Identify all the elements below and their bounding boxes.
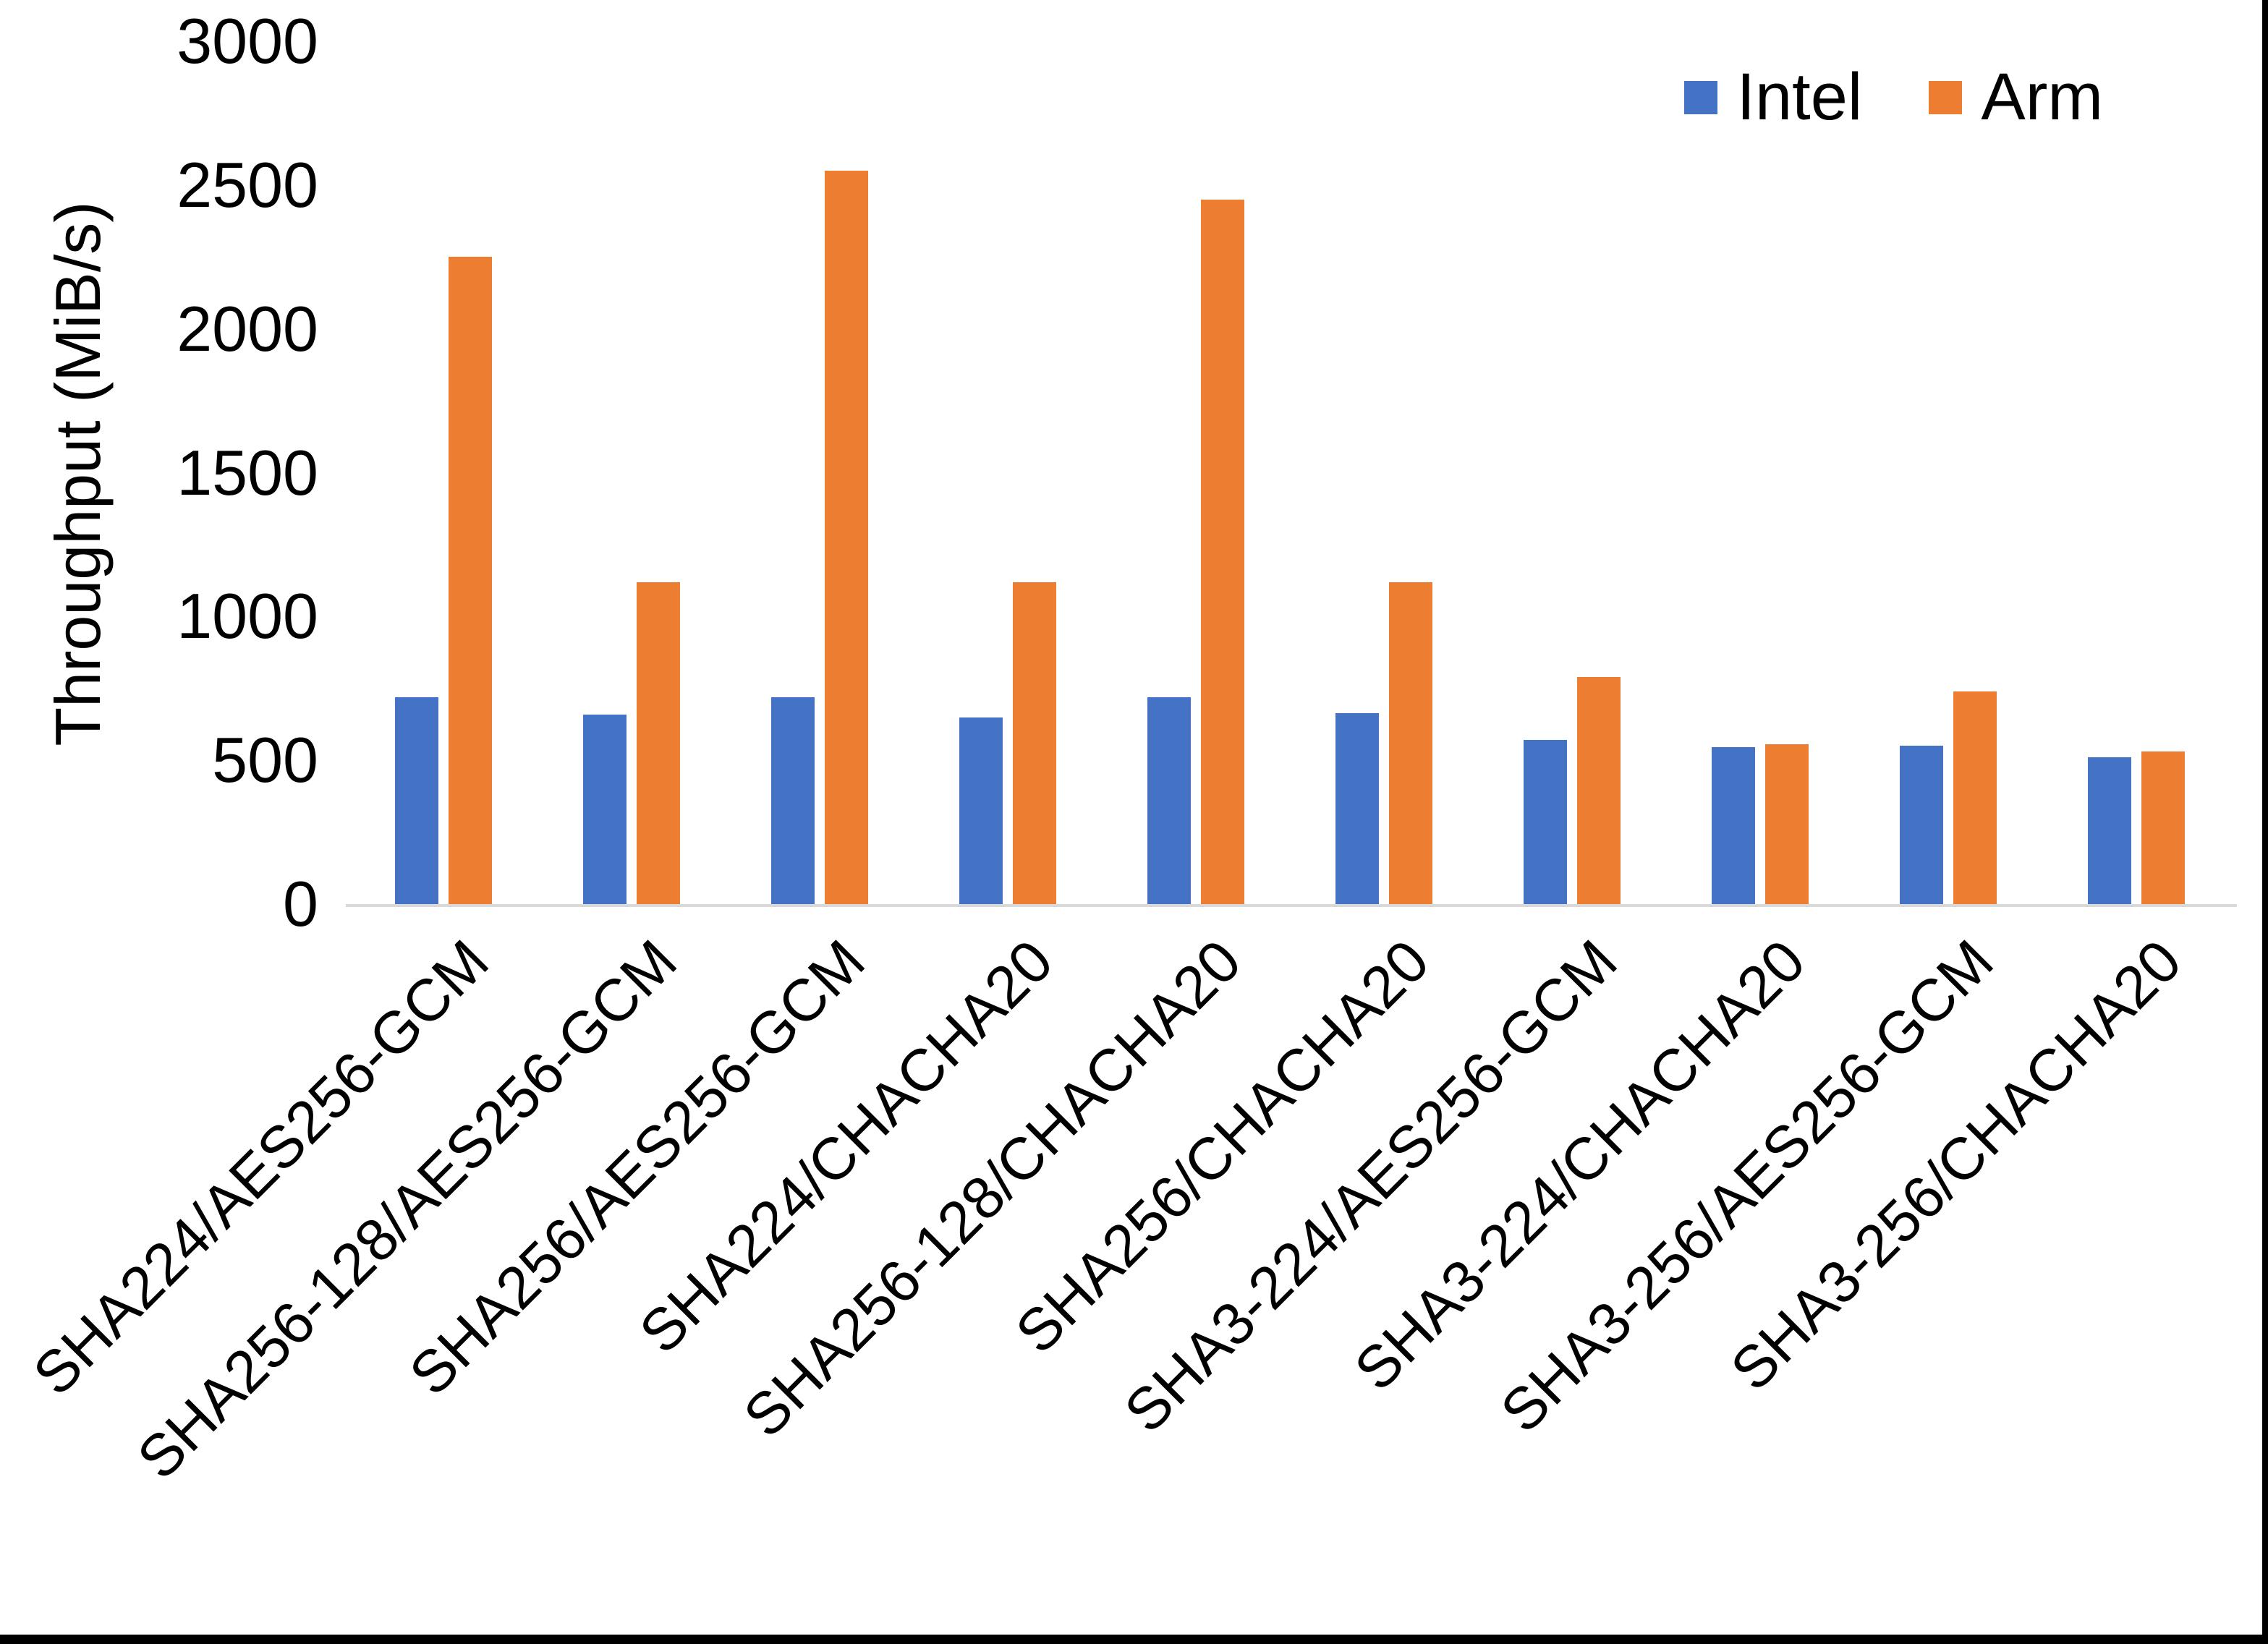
bar-intel-5 <box>1147 697 1191 904</box>
bar-arm-10 <box>2141 751 2185 904</box>
page-border-right <box>2262 0 2268 1644</box>
bar-intel-6 <box>1335 712 1379 904</box>
bar-arm-5 <box>1201 199 1244 904</box>
y-axis-tick-label: 0 <box>283 868 318 940</box>
y-axis-title: Throughput (MiB/s) <box>42 201 114 746</box>
page-border-bottom <box>0 1635 2268 1644</box>
y-axis-tick-label: 1500 <box>177 436 318 508</box>
legend-label-intel: Intel <box>1736 60 1863 134</box>
y-axis-tick-label: 1000 <box>177 580 318 652</box>
bar-arm-9 <box>1953 691 1997 904</box>
bar-intel-10 <box>2088 757 2131 904</box>
x-axis-line <box>346 904 2237 907</box>
y-axis-tick-label: 2000 <box>177 292 318 365</box>
arm-swatch-icon <box>1929 80 1963 114</box>
bar-arm-8 <box>1765 744 1809 904</box>
bar-intel-7 <box>1524 740 1567 904</box>
bar-arm-1 <box>449 257 492 904</box>
legend: Intel Arm <box>1684 59 2103 135</box>
bar-intel-3 <box>771 697 815 904</box>
bar-arm-2 <box>637 582 680 904</box>
legend-item-arm: Arm <box>1929 59 2103 135</box>
y-axis-tick-label: 500 <box>212 724 318 796</box>
y-axis-tick-label: 3000 <box>177 5 318 77</box>
intel-swatch-icon <box>1684 80 1718 114</box>
y-axis-tick-label: 2500 <box>177 148 318 221</box>
legend-item-intel: Intel <box>1684 59 1862 135</box>
bar-intel-4 <box>959 717 1003 904</box>
bar-arm-3 <box>825 170 868 904</box>
bar-intel-1 <box>395 697 438 904</box>
bar-intel-8 <box>1712 747 1755 904</box>
bar-arm-4 <box>1013 582 1056 904</box>
bar-arm-7 <box>1577 676 1621 904</box>
legend-label-arm: Arm <box>1981 60 2103 134</box>
bar-arm-6 <box>1389 582 1432 904</box>
bar-intel-9 <box>1900 746 1943 904</box>
bar-intel-2 <box>583 714 627 904</box>
